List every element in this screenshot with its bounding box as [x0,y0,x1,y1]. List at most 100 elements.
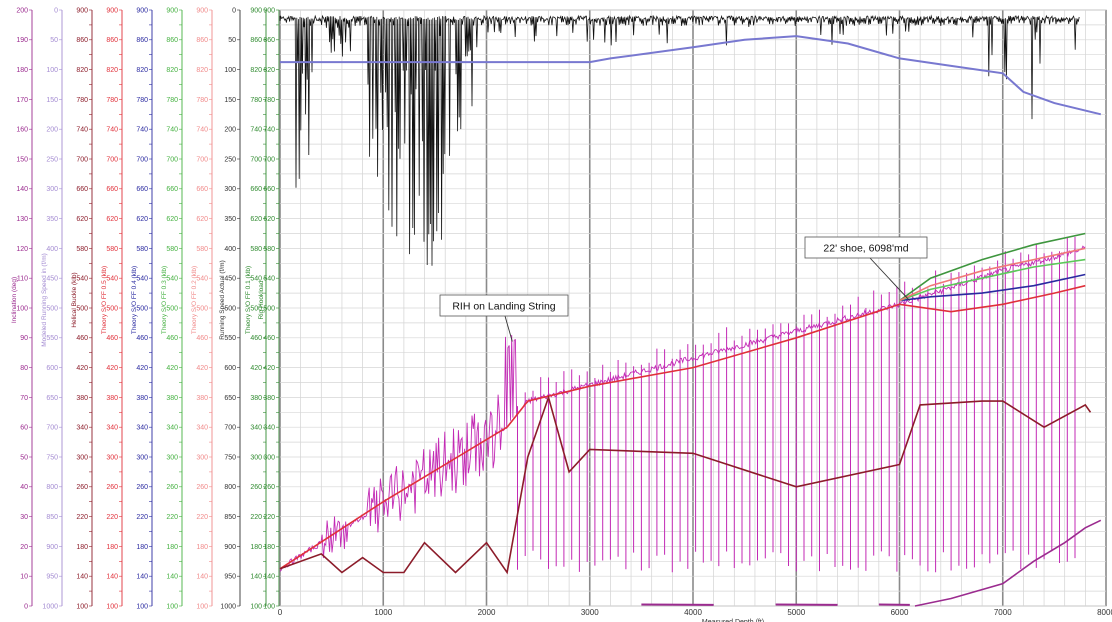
y-tick-label: 50 [228,37,236,44]
y-tick-label: 820 [106,67,118,74]
y-tick-label: 100 [76,603,88,610]
y-tick-label: 300 [46,186,58,193]
y-tick-label: 740 [263,127,275,134]
y-tick-label: 500 [106,305,118,312]
y-tick-label: 500 [166,305,178,312]
y-tick-label: 900 [166,7,178,14]
y-tick-label: 40 [20,484,28,491]
y-tick-label: 500 [46,305,58,312]
y-tick-label: 500 [250,305,262,312]
y-tick-label: 700 [106,156,118,163]
y-tick-label: 860 [76,37,88,44]
y-tick-label: 340 [196,425,208,432]
y-tick-label: 700 [46,425,58,432]
x-tick-label: 0 [278,608,283,617]
y-tick-label: 780 [166,97,178,104]
x-tick-label: 2000 [478,608,496,617]
y-tick-label: 260 [166,484,178,491]
y-axis-title: Theory S/O FF 0.3 (klb) [161,266,168,334]
y-tick-label: 780 [136,97,148,104]
y-tick-label: 540 [263,276,275,283]
x-tick-label: 1000 [374,608,392,617]
y-tick-label: 420 [106,365,118,372]
y-tick-label: 580 [76,246,88,253]
y-tick-label: 0 [232,7,236,14]
y-tick-label: 550 [46,335,58,342]
y-axis-title: Inclination (deg) [11,277,18,323]
y-axis-3: 100 140 180 220 260 300 340 380 420 460 500 540 580 6… [71,7,93,610]
x-tick-label: 8000 [1097,608,1112,617]
y-tick-label: 740 [106,127,118,134]
y-tick-label: 820 [250,67,262,74]
y-tick-label: 950 [46,574,58,581]
y-tick-label: 780 [76,97,88,104]
y-axis-7: 100 140 180 220 260 300 340 380 420 460 500 540 580 6… [191,7,213,610]
y-tick-label: 700 [224,425,236,432]
series-line-2 [899,273,1086,302]
y-tick-label: 660 [250,186,262,193]
y-tick-label: 350 [46,216,58,223]
y-tick-label: 160 [16,127,28,134]
y-tick-label: 450 [224,276,236,283]
y-tick-label: 300 [224,186,236,193]
y-axis-2: 1000950900850800750700650600550500450400… [41,7,63,610]
y-tick-label: 340 [106,425,118,432]
y-tick-label: 860 [166,37,178,44]
y-tick-label: 660 [166,186,178,193]
callout-label: 22' shoe, 6098'md [823,243,908,255]
y-tick-label: 540 [250,276,262,283]
y-tick-label: 740 [166,127,178,134]
callout-label: RIH on Landing String [452,301,555,313]
y-axis-8: 1000950900850800750700650600550500450400… [219,7,241,610]
y-tick-label: 340 [263,425,275,432]
y-tick-label: 110 [17,276,28,283]
y-tick-label: 780 [106,97,118,104]
y-tick-label: 900 [224,544,236,551]
y-tick-label: 380 [263,395,275,402]
y-tick-label: 540 [196,276,208,283]
y-tick-label: 380 [106,395,118,402]
y-tick-label: 800 [224,484,236,491]
y-tick-label: 950 [224,574,236,581]
y-tick-label: 860 [106,37,118,44]
y-tick-label: 580 [263,246,275,253]
y-tick-label: 220 [136,514,148,521]
running-speed-actual-trace [279,14,1080,266]
y-tick-label: 540 [136,276,148,283]
y-tick-label: 1000 [220,603,236,610]
y-tick-label: 750 [224,454,236,461]
x-tick-label: 6000 [891,608,909,617]
y-tick-label: 180 [76,544,88,551]
y-tick-label: 190 [16,37,28,44]
x-tick-label: 5000 [787,608,805,617]
y-tick-label: 650 [46,395,58,402]
y-tick-label: 300 [263,454,275,461]
y-tick-label: 700 [196,156,208,163]
plot-area: RIH on Landing String 22' shoe, 6098'md [279,9,1107,607]
y-tick-label: 420 [166,365,178,372]
series-line-3 [899,258,1086,302]
y-tick-label: 220 [166,514,178,521]
y-tick-label: 100 [16,305,28,312]
y-tick-label: 900 [106,7,118,14]
y-tick-label: 500 [224,305,236,312]
y-tick-label: 100 [166,603,178,610]
y-tick-label: 260 [76,484,88,491]
y-tick-label: 260 [250,484,262,491]
y-tick-label: 340 [76,425,88,432]
y-tick-label: 340 [136,425,148,432]
y-tick-label: 620 [263,216,275,223]
line-series [279,35,1102,607]
y-tick-label: 100 [196,603,208,610]
y-tick-label: 500 [263,305,275,312]
y-tick-label: 620 [106,216,118,223]
x-tick-label: 7000 [994,608,1012,617]
y-tick-label: 500 [136,305,148,312]
y-tick-label: 200 [16,7,28,14]
y-tick-label: 700 [263,156,275,163]
y-tick-label: 10 [20,574,28,581]
y-tick-label: 580 [166,246,178,253]
y-tick-label: 620 [136,216,148,223]
y-tick-label: 850 [224,514,236,521]
